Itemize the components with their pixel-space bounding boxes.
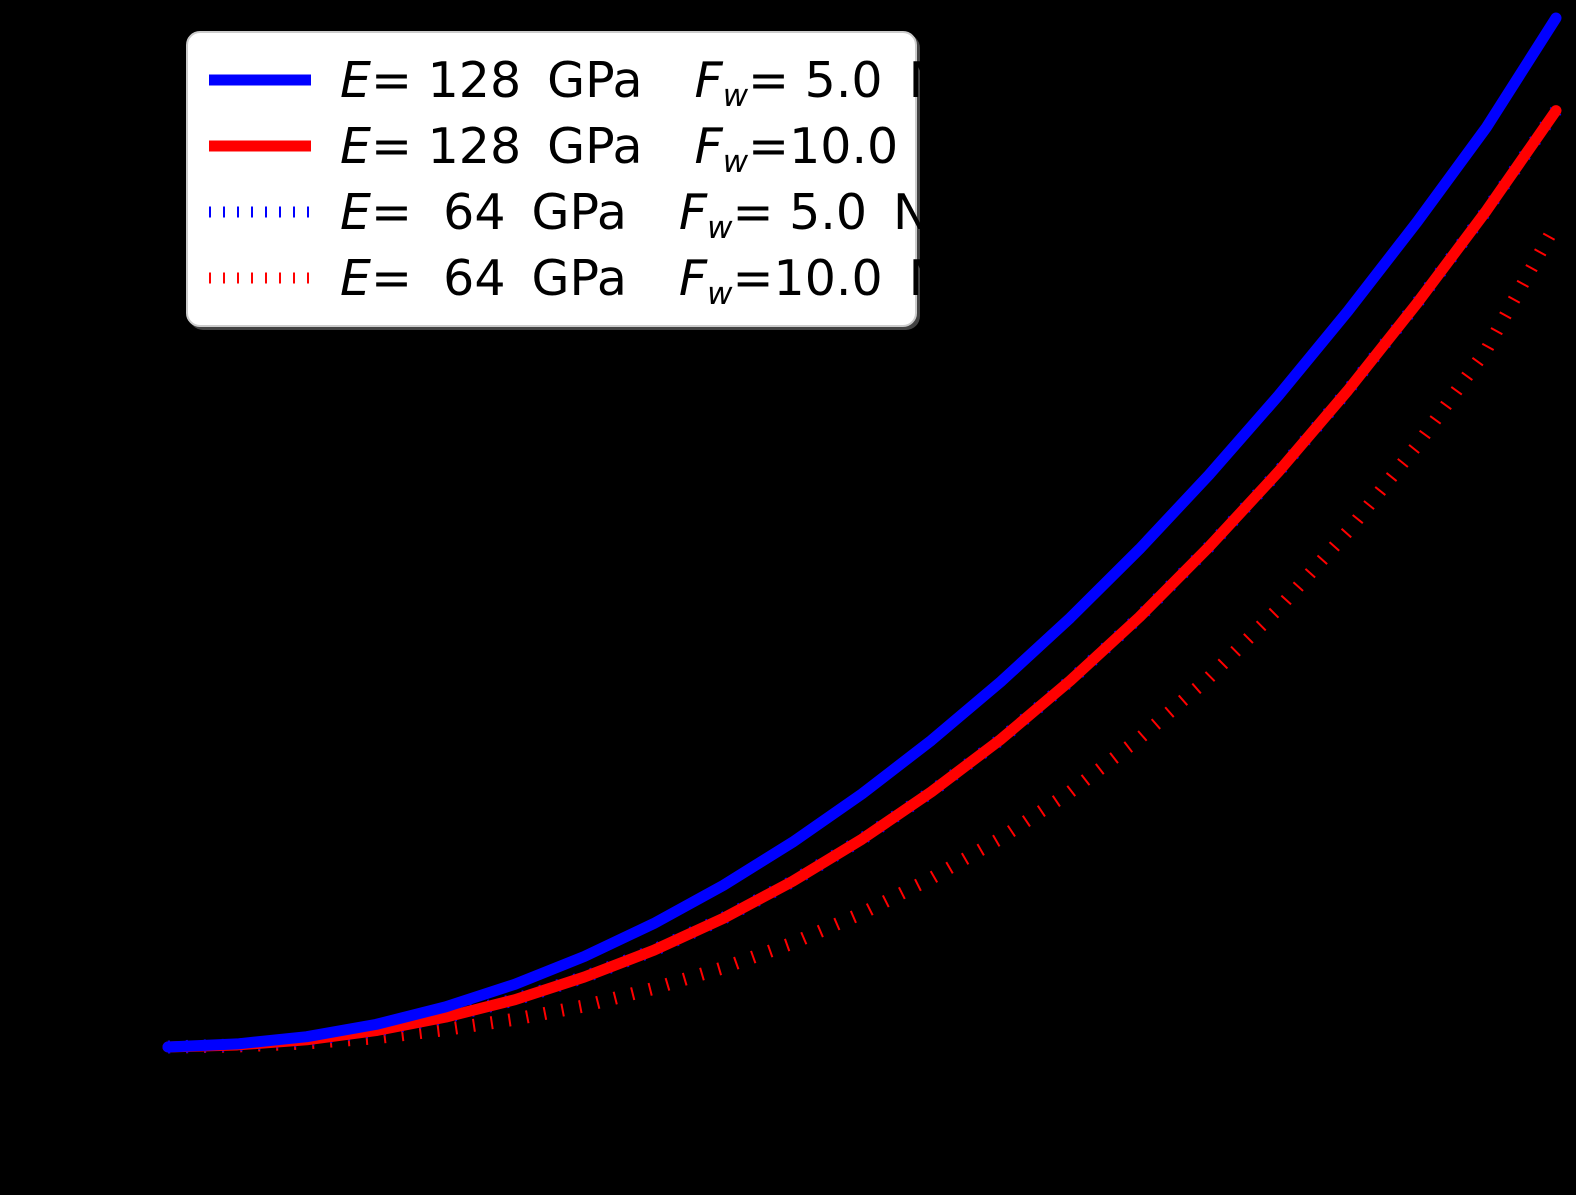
solid-blue-line-swatch (208, 73, 312, 87)
solid-red-line-swatch (208, 139, 312, 153)
dotted-red-line-swatch (208, 271, 312, 285)
curve-3 (167, 220, 1562, 1054)
curve-1 (162, 105, 1562, 1053)
curve-group (162, 12, 1562, 1054)
dotted-blue-line-swatch (208, 205, 312, 219)
curve-0 (162, 12, 1562, 1053)
